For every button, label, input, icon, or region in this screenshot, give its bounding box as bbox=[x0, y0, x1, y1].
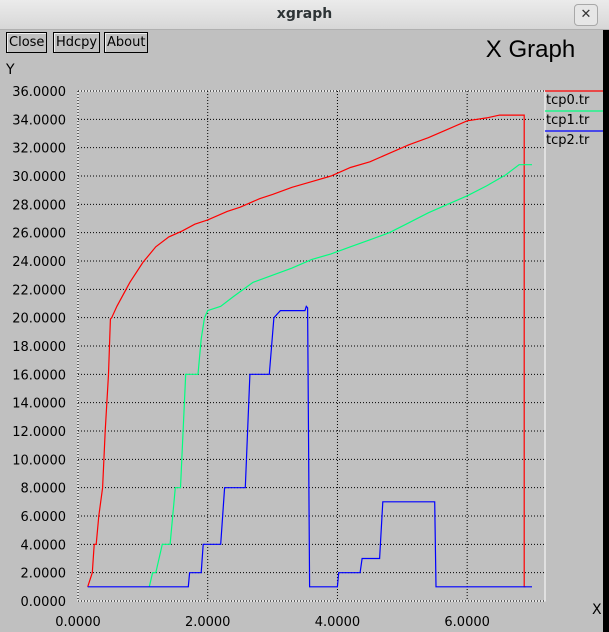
y-tick-label: 34.0000 bbox=[12, 113, 66, 128]
y-tick-label: 6.0000 bbox=[21, 510, 67, 525]
x-axis-label: X bbox=[592, 602, 602, 618]
x-tick-label: 4.0000 bbox=[315, 615, 361, 630]
window-edge bbox=[603, 30, 609, 632]
graph-window bbox=[0, 30, 603, 632]
x-tick-label: 0.0000 bbox=[55, 615, 101, 630]
y-tick-label: 32.0000 bbox=[12, 142, 66, 157]
y-tick-label: 26.0000 bbox=[12, 227, 66, 242]
grid-lines bbox=[77, 90, 545, 602]
y-axis-label: Y bbox=[5, 62, 15, 78]
legend-label: tcp0.tr bbox=[546, 93, 590, 108]
y-tick-label: 0.0000 bbox=[21, 595, 67, 610]
y-tick-label: 8.0000 bbox=[21, 482, 67, 497]
y-tick-label: 18.0000 bbox=[12, 340, 66, 355]
y-tick-label: 20.0000 bbox=[12, 312, 66, 327]
y-tick-label: 10.0000 bbox=[12, 453, 66, 468]
y-tick-label: 28.0000 bbox=[12, 198, 66, 213]
y-tick-label: 16.0000 bbox=[12, 368, 66, 383]
legend-label: tcp1.tr bbox=[546, 113, 590, 128]
about-button[interactable]: About bbox=[104, 32, 149, 53]
hdcpy-button[interactable]: Hdcpy bbox=[53, 32, 101, 53]
series-lines bbox=[87, 114, 532, 588]
y-tick-label: 2.0000 bbox=[21, 567, 67, 582]
series-line-tcp2.tr bbox=[87, 305, 532, 588]
graph-title: X Graph bbox=[485, 36, 576, 63]
close-button[interactable]: Close bbox=[6, 32, 48, 53]
window-titlebar[interactable]: xgraph ✕ bbox=[0, 0, 609, 30]
y-tick-label: 36.0000 bbox=[12, 85, 66, 100]
series-line-tcp1.tr bbox=[148, 164, 532, 587]
tick-labels: 0.0000 2.0000 4.0000 6.0000 8.0000 10.0000 12.… bbox=[12, 85, 490, 630]
y-tick-label: 12.0000 bbox=[12, 425, 66, 440]
x-tick-label: 6.0000 bbox=[444, 615, 490, 630]
window-title: xgraph bbox=[276, 6, 333, 22]
y-tick-label: 14.0000 bbox=[12, 397, 66, 412]
y-tick-label: 4.0000 bbox=[21, 538, 67, 553]
legend-label: tcp2.tr bbox=[546, 133, 590, 148]
y-tick-label: 30.0000 bbox=[12, 170, 66, 185]
window-close-icon[interactable]: ✕ bbox=[574, 4, 598, 26]
legend: tcp0.tr tcp1.tr tcp2.tr bbox=[545, 90, 603, 148]
y-tick-label: 24.0000 bbox=[12, 255, 66, 270]
x-tick-label: 2.0000 bbox=[185, 615, 231, 630]
series-line-tcp0.tr bbox=[87, 114, 526, 588]
y-tick-label: 22.0000 bbox=[12, 283, 66, 298]
